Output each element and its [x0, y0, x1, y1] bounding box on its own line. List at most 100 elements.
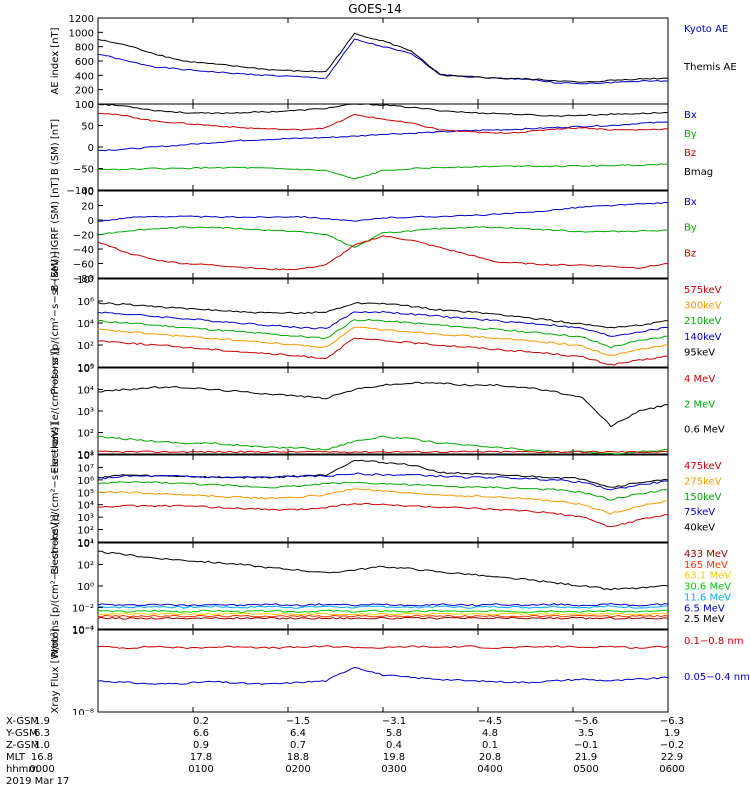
legend-entry-4-0: 4 MeV [684, 374, 715, 385]
footer-label-ygsm: Y-GSM [6, 728, 38, 739]
y-axis-label-3: Protons [p/(cm²−s−sr−keV)] [50, 251, 61, 394]
y-axis-label-1: B (SM) [nT] [50, 119, 61, 175]
footer-xgsm-3: −3.1 [381, 716, 407, 727]
series-line-6-5 [97, 614, 669, 618]
series-line-6-4 [97, 612, 669, 616]
series-line-2-0 [98, 201, 669, 222]
y-tick-label-1-1: 50 [81, 122, 94, 133]
y-tick-label-4-1: 10⁴ [77, 386, 94, 397]
y-tick-label-7-0: 10⁻⁷ [72, 626, 94, 637]
y-tick-label-0-3: 600 [75, 57, 94, 68]
y-axis-label-4: Electrons [e/(cm²−s−sr)] [50, 348, 61, 473]
footer-xgsm-2: −1.5 [285, 716, 311, 727]
footer-label-hhmm: hhmm [6, 764, 39, 775]
series-line-3-3 [97, 326, 669, 356]
footer-mlt-0: 16.8 [30, 752, 54, 763]
y-axis-label-6: Protons [p/(cm²−s−sr−keV)] [50, 514, 61, 657]
footer-xgsm-0: 1.9 [34, 716, 50, 727]
y-tick-label-5-0: 10⁸ [77, 451, 94, 462]
y-tick-label-5-5: 10³ [77, 513, 94, 524]
y-tick-label-0-1: 1000 [69, 28, 94, 39]
footer-zgsm-0: 1.0 [34, 740, 50, 751]
series-line-1-1 [97, 163, 669, 180]
footer-ygsm-6: 1.9 [664, 728, 680, 739]
footer-mlt-3: 19.8 [382, 752, 406, 763]
series-line-0-0 [97, 38, 669, 85]
footer-hhmm-4: 0400 [477, 764, 503, 775]
y-tick-label-4-2: 10³ [77, 407, 94, 418]
footer-ygsm-1: 6.6 [193, 728, 209, 739]
series-line-7-0 [97, 645, 669, 650]
y-tick-label-0-2: 800 [75, 43, 94, 54]
legend-entry-3-0: 575keV [684, 285, 722, 296]
footer-mlt-5: 21.9 [574, 752, 598, 763]
footer-zgsm-2: 0.7 [290, 740, 306, 751]
legend-entry-4-1: 2 MeV [684, 399, 715, 410]
series-line-4-1 [97, 435, 669, 455]
legend-entry-6-4: 11.6 MeV [684, 592, 731, 603]
footer-label-xgsm: X-GSM [6, 716, 40, 727]
y-tick-label-2-1: 20 [81, 202, 94, 213]
y-tick-label-5-6: 10² [77, 526, 94, 537]
y-tick-label-3-3: 10² [77, 341, 94, 352]
panel-frame-7 [97, 629, 669, 713]
footer-zgsm-4: 0.1 [482, 740, 498, 751]
series-line-0-1 [97, 32, 669, 83]
series-line-3-1 [97, 310, 669, 337]
y-tick-label-4-0: 10⁵ [77, 364, 94, 375]
footer-zgsm-3: 0.4 [386, 740, 402, 751]
y-tick-label-3-4: 10⁰ [77, 363, 94, 374]
legend-entry-2-1: By [684, 223, 697, 234]
legend-entry-1-1: By [684, 129, 697, 140]
series-line-3-0 [97, 301, 669, 329]
panel-frame-5 [97, 454, 669, 543]
footer-ygsm-4: 4.8 [482, 728, 498, 739]
y-tick-label-6-0: 10⁴ [77, 539, 94, 550]
panel-frame-4 [97, 367, 669, 455]
y-axis-label-0: AE index [nT] [50, 27, 61, 94]
panel-frame-1 [97, 103, 669, 191]
footer-ygsm-2: 6.4 [290, 728, 306, 739]
series-line-1-3 [97, 103, 669, 117]
series-line-5-2 [97, 481, 669, 501]
footer-label-mlt: MLT [6, 752, 25, 763]
y-tick-label-6-1: 10² [77, 561, 94, 572]
y-tick-label-0-0: 1200 [69, 14, 94, 25]
series-line-3-2 [97, 318, 669, 349]
footer-date: 2019 Mar 17 [6, 776, 70, 787]
y-tick-label-3-0: 10⁸ [77, 275, 94, 286]
legend-entry-3-3: 140keV [684, 332, 722, 343]
y-tick-label-0-5: 200 [75, 86, 94, 97]
legend-entry-6-1: 165 MeV [684, 560, 728, 571]
footer-mlt-1: 17.8 [189, 752, 213, 763]
series-line-5-4 [97, 502, 668, 528]
series-line-4-0 [97, 381, 669, 428]
y-tick-label-2-3: −20 [73, 231, 94, 242]
y-tick-label-5-3: 10⁵ [77, 488, 94, 499]
legend-entry-1-3: Bmag [684, 167, 713, 178]
y-tick-label-0-6: 0 [88, 100, 94, 111]
y-tick-label-2-5: −60 [73, 260, 94, 271]
footer-xgsm-1: 0.2 [193, 716, 209, 727]
legend-entry-7-1: 0.05−0.4 nm [684, 672, 750, 683]
legend-entry-6-5: 6.5 MeV [684, 603, 725, 614]
y-tick-label-6-4: 10⁻⁴ [72, 625, 94, 636]
y-tick-label-3-1: 10⁶ [77, 297, 94, 308]
y-tick-label-5-1: 10⁷ [77, 463, 94, 474]
series-line-4-2 [97, 450, 669, 454]
y-tick-label-6-3: 10⁻² [72, 604, 94, 615]
legend-entry-5-3: 75keV [684, 507, 715, 518]
footer-xgsm-4: −4.5 [477, 716, 503, 727]
legend-entry-6-0: 433 MeV [684, 549, 728, 560]
footer-mlt-4: 20.8 [478, 752, 502, 763]
y-tick-label-1-2: 0 [88, 143, 94, 154]
series-line-6-0 [97, 550, 669, 591]
y-tick-label-5-4: 10⁴ [77, 501, 94, 512]
y-tick-label-1-4: −100 [67, 186, 94, 197]
y-tick-label-4-4: 10¹ [77, 450, 94, 461]
legend-entry-5-4: 40keV [684, 523, 715, 534]
y-axis-label-7: Xray Flux [W/m²] [50, 628, 61, 713]
footer-xgsm-6: −6.3 [659, 716, 685, 727]
y-tick-label-5-7: 10¹ [77, 538, 94, 549]
